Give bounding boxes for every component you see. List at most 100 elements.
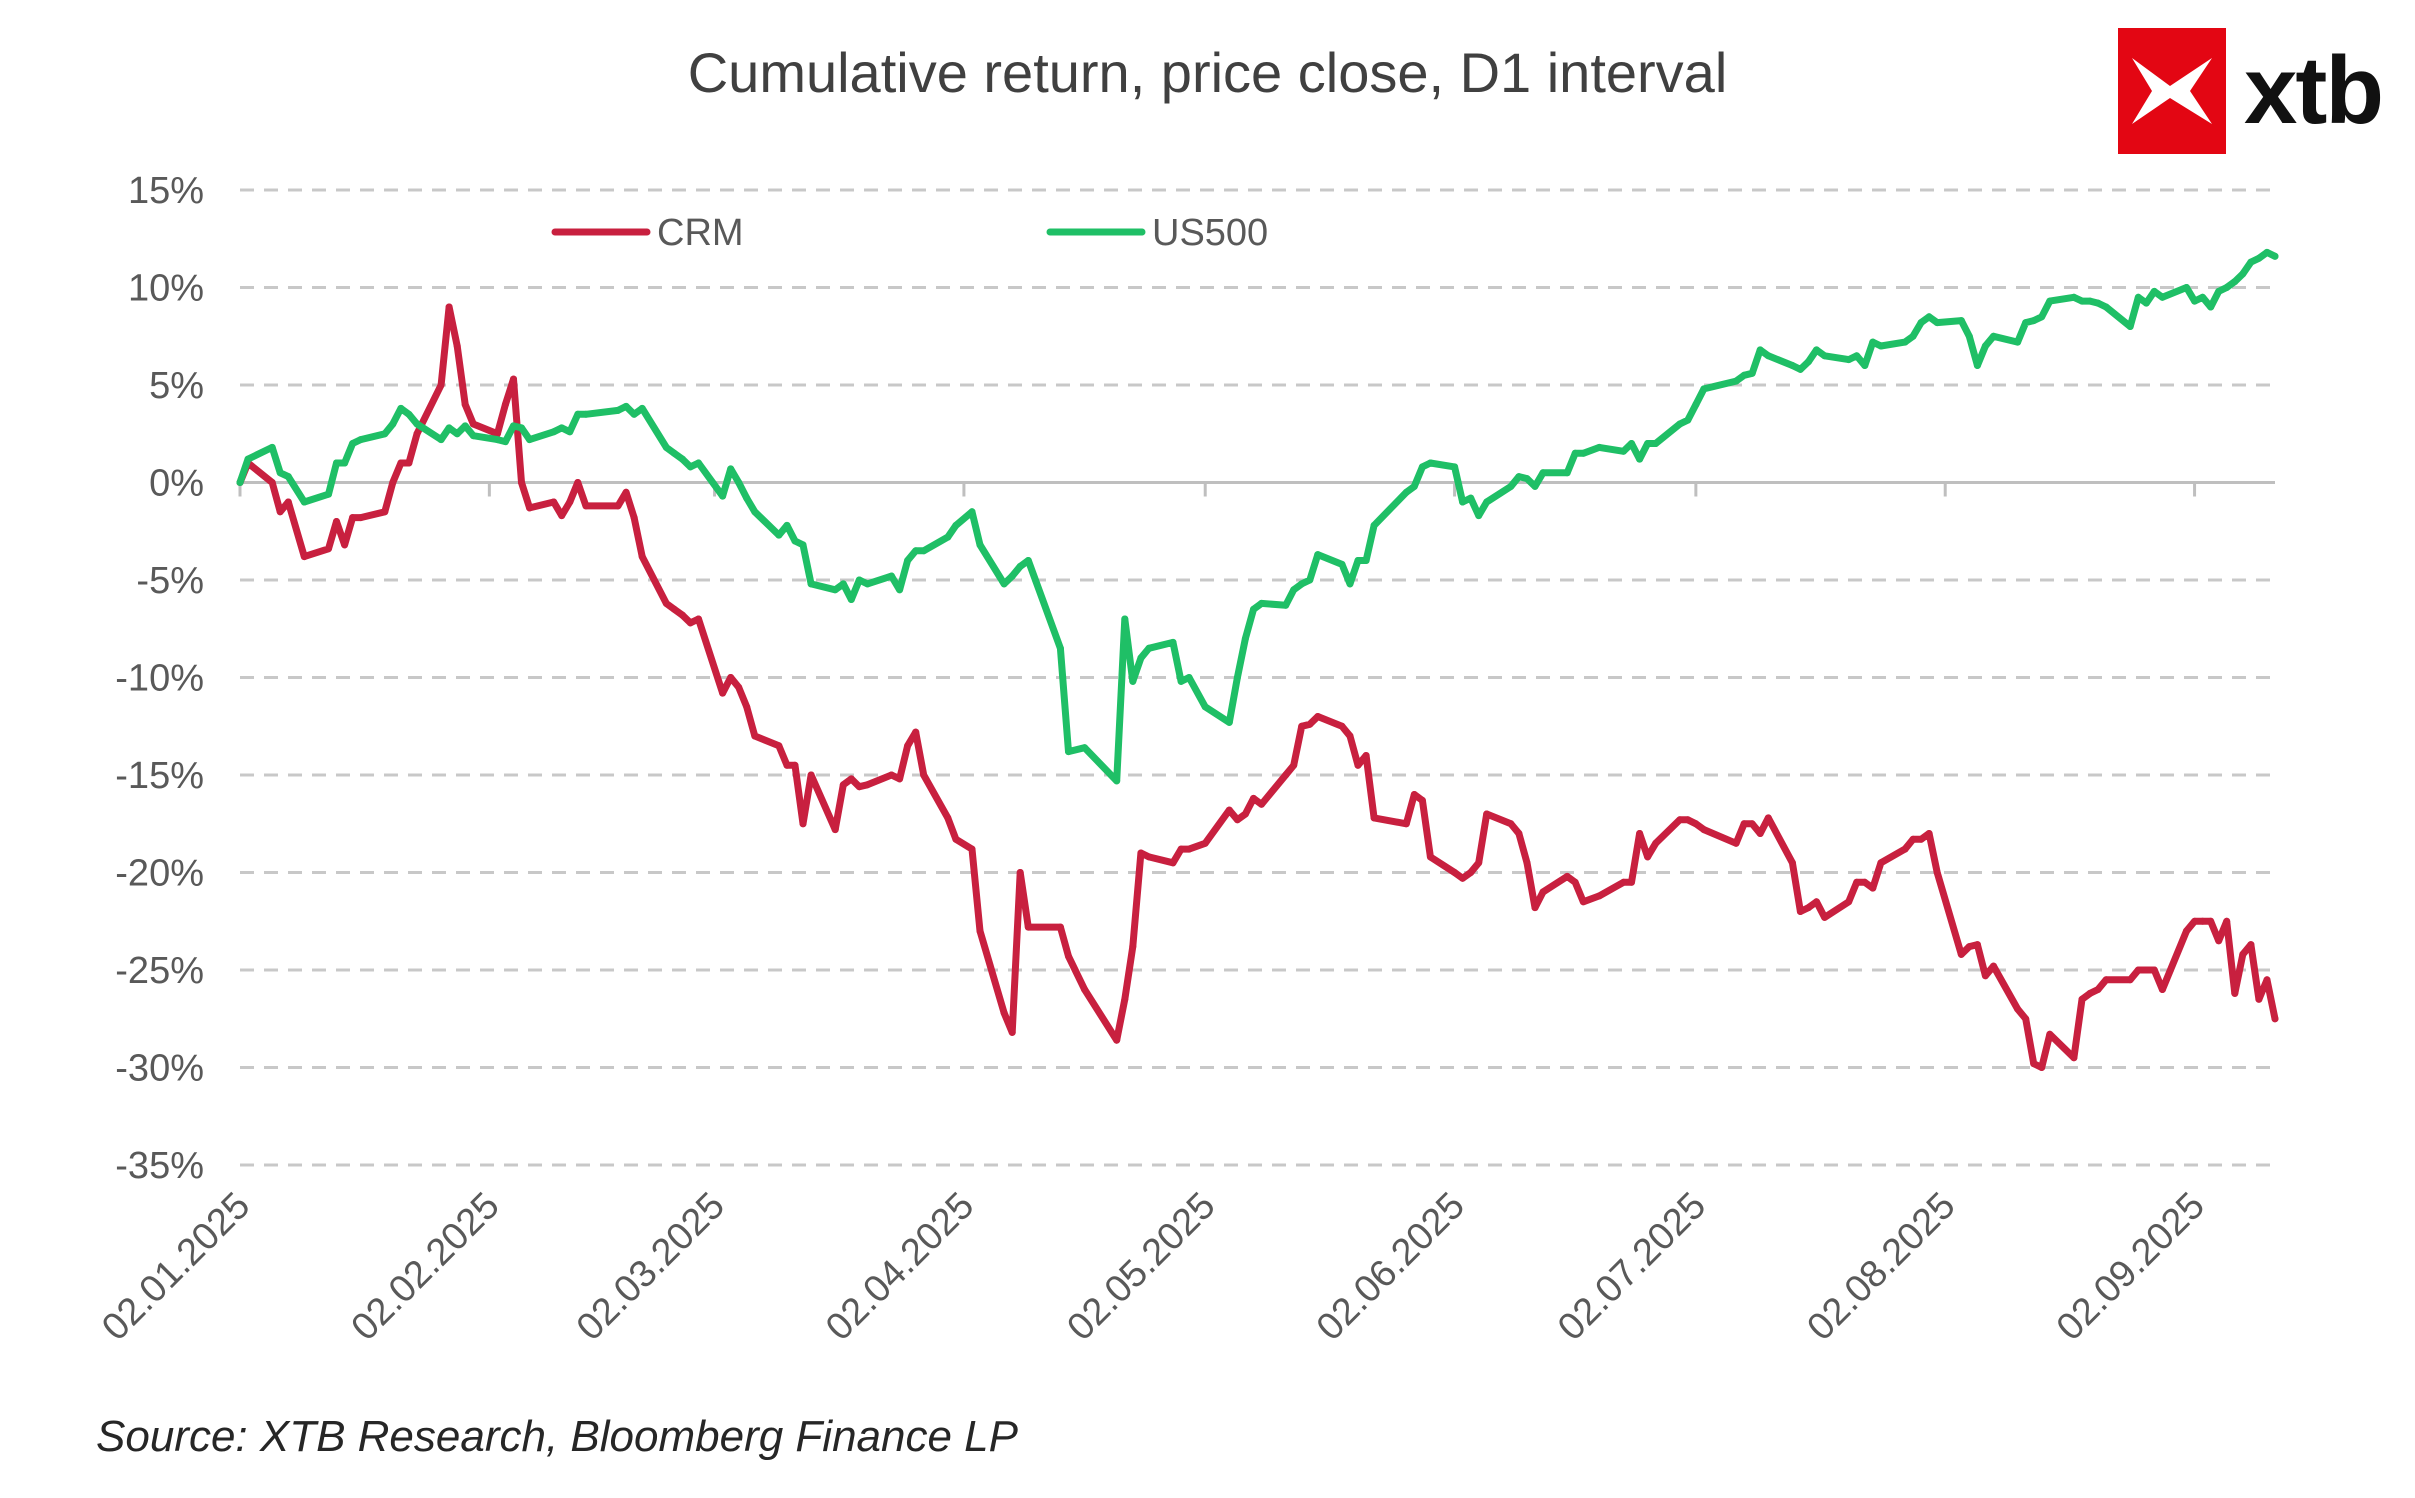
data-point-us500: [1652, 440, 1660, 447]
data-point-crm: [863, 781, 871, 789]
data-point-crm: [501, 401, 509, 408]
data-point-crm: [1250, 794, 1257, 802]
data-point-crm: [1539, 888, 1547, 896]
data-point-crm: [678, 611, 686, 619]
series-points-us500: [236, 248, 2279, 785]
data-point-us500: [1016, 562, 1024, 570]
data-point-crm: [2215, 937, 2223, 945]
data-point-crm: [2094, 986, 2102, 993]
x-tick-label: 02.08.2025: [1799, 1185, 1963, 1349]
data-point-us500: [397, 404, 405, 412]
data-point-us500: [1225, 718, 1233, 726]
x-tick-label: 02.02.2025: [344, 1185, 508, 1349]
data-point-crm: [1467, 869, 1475, 876]
data-point-us500: [550, 428, 558, 436]
data-point-us500: [1451, 463, 1459, 471]
y-tick-label: 0%: [149, 463, 204, 505]
data-point-us500: [461, 422, 469, 430]
data-point-crm: [1169, 859, 1177, 867]
data-point-crm: [1845, 898, 1853, 906]
data-point-crm: [807, 771, 815, 779]
data-point-crm: [912, 728, 920, 736]
data-point-us500: [1813, 346, 1820, 354]
data-point-us500: [863, 580, 871, 588]
data-point-crm: [284, 498, 292, 506]
data-point-us500: [501, 438, 509, 446]
data-point-crm: [1008, 1028, 1016, 1036]
data-point-us500: [1748, 369, 1756, 377]
data-point-us500: [1306, 576, 1314, 584]
data-point-us500: [1081, 744, 1089, 752]
data-point-crm: [847, 775, 855, 783]
data-point-us500: [1169, 638, 1177, 646]
legend-label-us500: US500: [1152, 212, 1268, 254]
data-point-us500: [1459, 498, 1467, 506]
data-point-crm: [1990, 962, 1997, 970]
data-point-us500: [558, 424, 566, 432]
data-point-crm: [968, 845, 976, 853]
data-point-us500: [357, 436, 365, 444]
data-point-crm: [630, 514, 638, 522]
data-point-crm: [839, 781, 847, 789]
data-point-crm: [493, 430, 501, 438]
data-point-crm: [1531, 904, 1539, 912]
data-point-us500: [2199, 293, 2207, 301]
data-point-crm: [2255, 995, 2263, 1003]
data-point-us500: [1008, 572, 1016, 580]
data-point-us500: [2038, 313, 2046, 321]
data-point-us500: [1113, 777, 1121, 785]
data-point-crm: [437, 381, 445, 389]
data-point-us500: [1523, 475, 1531, 483]
data-point-crm: [1113, 1036, 1121, 1044]
data-point-crm: [445, 303, 453, 311]
data-point-us500: [381, 430, 389, 438]
data-point-us500: [1185, 674, 1193, 681]
y-tick-label: 15%: [128, 170, 204, 212]
data-point-us500: [1314, 551, 1322, 559]
data-point-crm: [1933, 869, 1941, 876]
data-point-us500: [244, 455, 252, 463]
series-lines: [236, 248, 2279, 1071]
data-point-us500: [1740, 371, 1748, 379]
data-point-crm: [719, 689, 727, 697]
data-point-crm: [1981, 972, 1989, 980]
data-point-us500: [2239, 270, 2247, 278]
data-point-us500: [526, 436, 534, 444]
data-point-us500: [735, 479, 743, 486]
data-point-us500: [2126, 323, 2134, 330]
data-point-us500: [566, 428, 574, 436]
data-point-crm: [2046, 1030, 2054, 1038]
data-point-crm: [582, 502, 590, 510]
data-point-us500: [904, 557, 912, 564]
data-point-us500: [2134, 293, 2142, 301]
data-point-crm: [2102, 976, 2110, 984]
data-point-us500: [1250, 605, 1257, 613]
legend-label-crm: CRM: [657, 212, 744, 254]
data-point-crm: [2150, 966, 2158, 974]
data-point-crm: [751, 732, 759, 740]
data-point-crm: [1652, 839, 1660, 847]
data-point-us500: [1475, 512, 1483, 520]
data-point-us500: [695, 459, 702, 467]
data-point-crm: [325, 545, 332, 553]
data-point-us500: [413, 420, 421, 428]
data-point-crm: [1282, 771, 1290, 779]
data-point-us500: [743, 494, 751, 502]
data-point-us500: [2263, 248, 2271, 256]
data-point-crm: [1402, 820, 1410, 828]
y-tick-label: -20%: [115, 853, 204, 895]
data-point-us500: [791, 537, 799, 545]
data-point-crm: [1620, 878, 1627, 886]
data-point-us500: [1788, 362, 1796, 369]
series-line-crm: [236, 303, 2279, 1071]
y-tick-label: -25%: [115, 950, 204, 992]
data-point-us500: [888, 572, 895, 580]
data-point-us500: [405, 410, 413, 418]
data-point-us500: [976, 541, 984, 549]
data-point-us500: [1571, 449, 1579, 457]
x-tick-label: 02.01.2025: [94, 1185, 258, 1349]
data-point-us500: [1065, 748, 1072, 756]
data-point-us500: [1676, 420, 1684, 428]
data-point-us500: [1756, 346, 1764, 354]
data-point-crm: [1579, 898, 1587, 906]
